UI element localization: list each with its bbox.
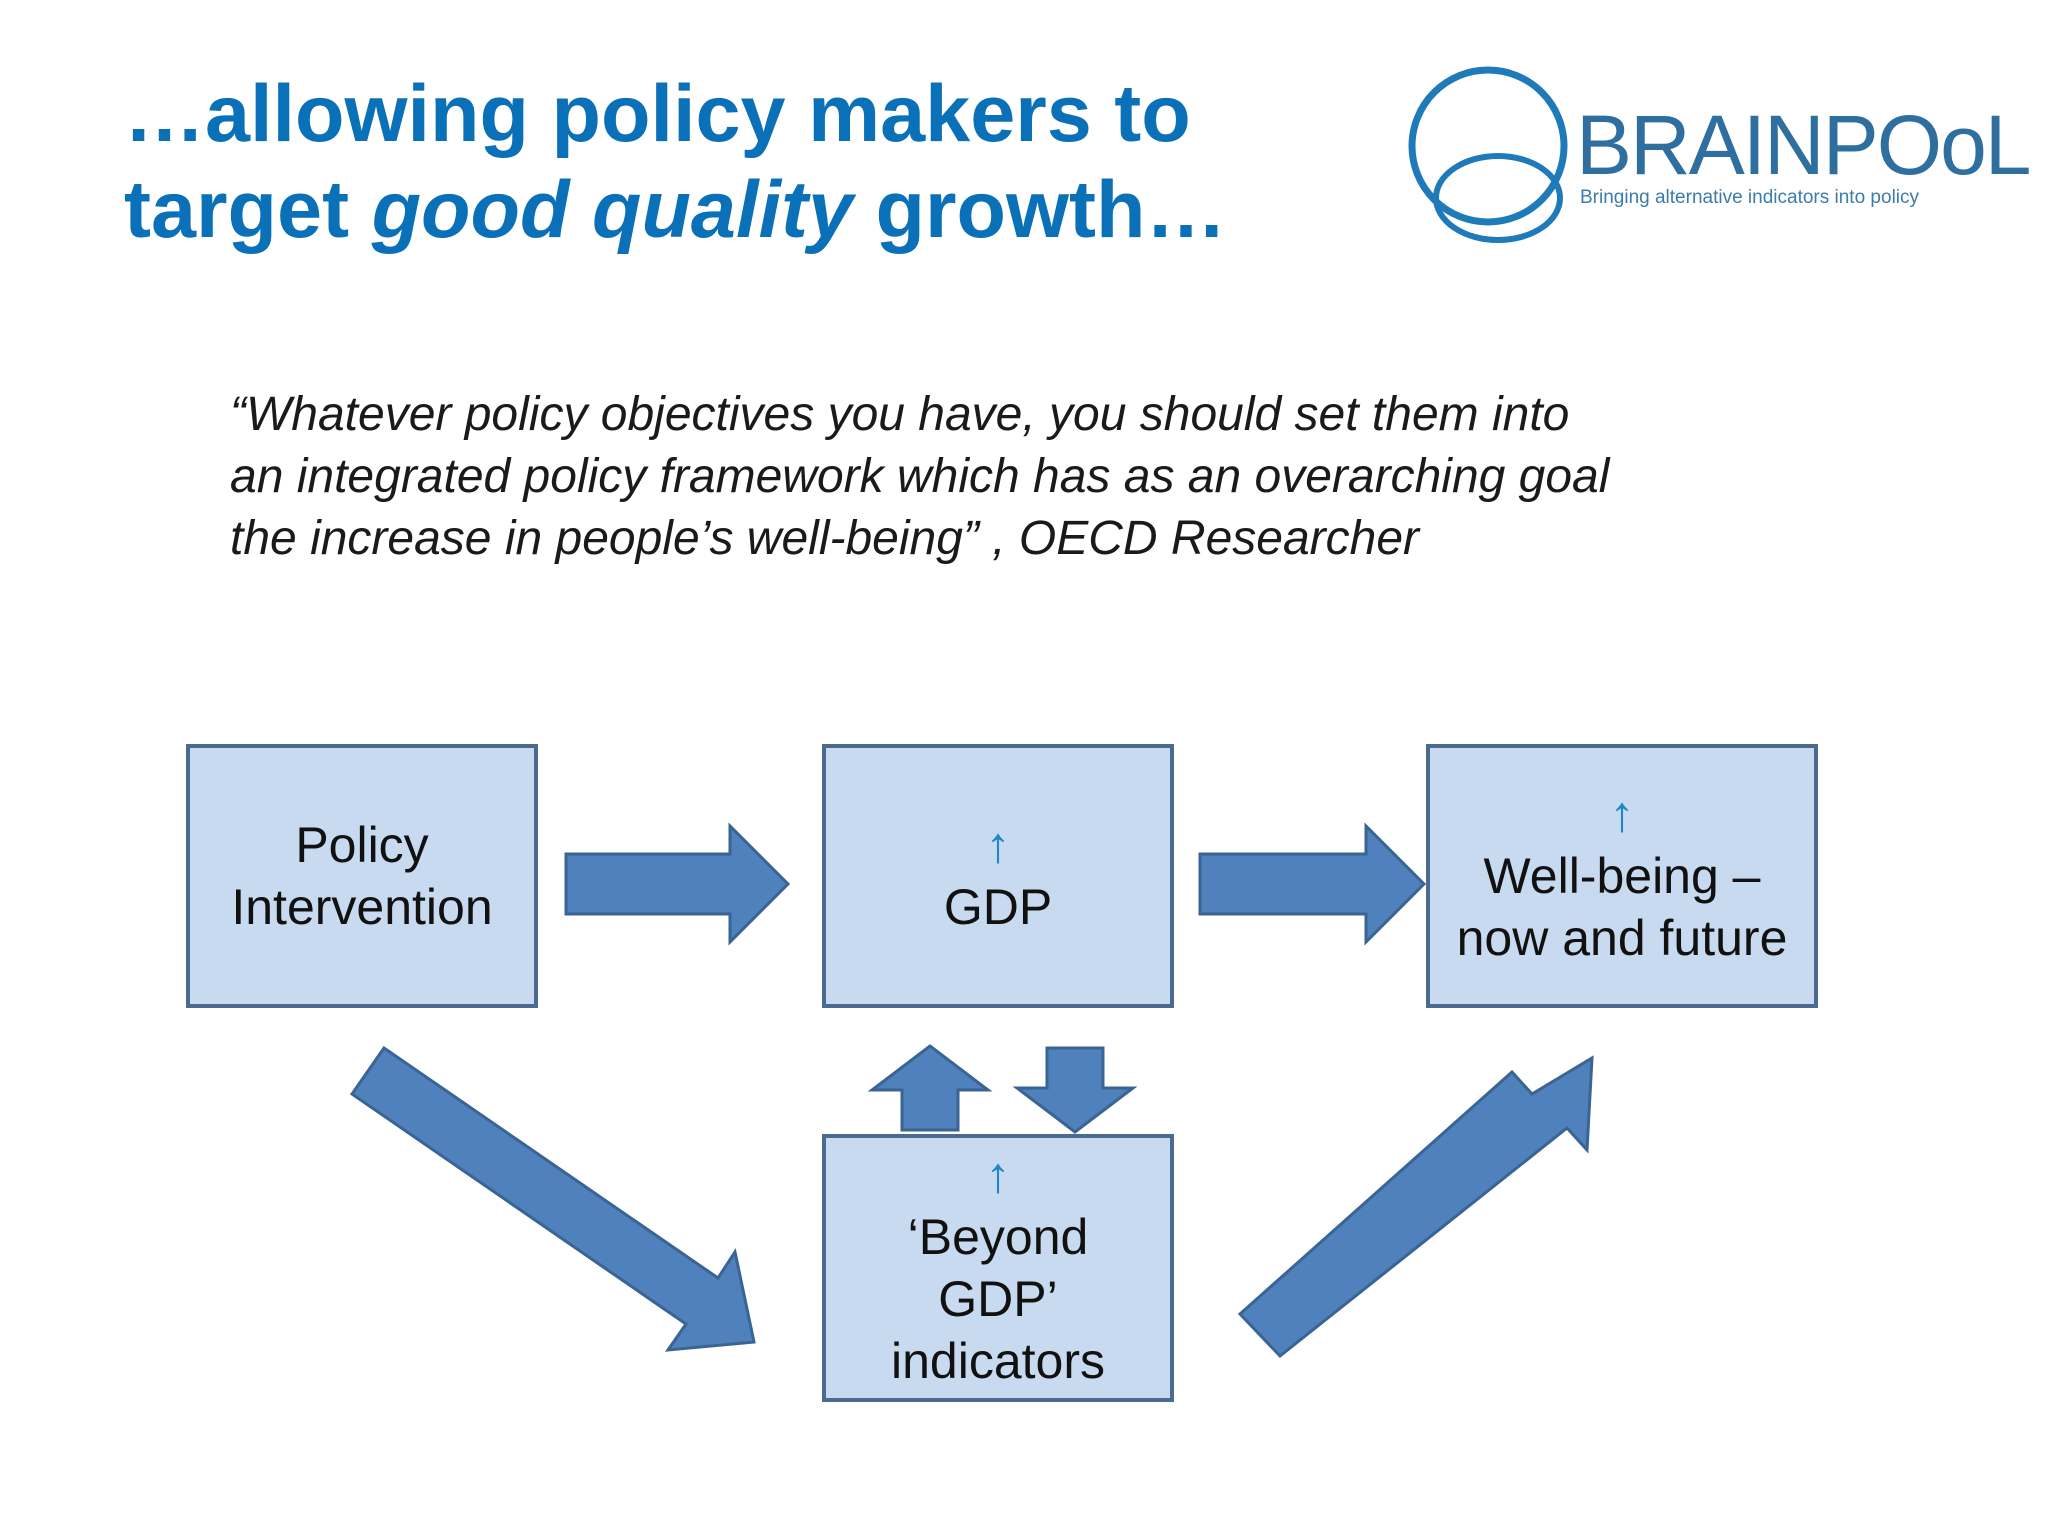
title-line-2-suffix: growth… [853,165,1227,255]
beyond-box-line-2: GDP’ [938,1271,1058,1327]
beyond-gdp-box: ↑ ‘Beyond GDP’ indicators [822,1134,1174,1402]
gdp-up-arrow-icon: ↑ [985,817,1011,873]
wellbeing-up-arrow-icon: ↑ [1609,786,1635,842]
arrow-gdp-to-beyond [1012,1046,1138,1134]
title-line-2: target good quality growth… [124,162,1324,258]
title-line-1: …allowing policy makers to [124,69,1191,159]
policy-box-line-2: Intervention [231,879,493,935]
gdp-box: ↑ GDP [822,744,1174,1008]
quote-line-1: “Whatever policy objectives you have, yo… [230,388,1570,441]
logo-name: BRAINPOoL [1576,98,2032,192]
beyond-box-line-1: ‘Beyond [907,1209,1089,1265]
wellbeing-box-line-2: now and future [1456,910,1788,966]
beyond-up-arrow-icon: ↑ [985,1147,1011,1203]
arrow-gdp-to-wellbeing [1198,822,1427,946]
title-emphasis: good quality [371,165,854,255]
brainpool-logo: BRAINPOoL Bringing alternative indicator… [1400,62,2032,252]
gdp-box-label: GDP [943,879,1053,935]
arrow-policy-to-beyond [349,1045,756,1352]
beyond-box-line-3: indicators [891,1333,1105,1389]
arrow-beyond-to-wellbeing [1237,1055,1594,1359]
wellbeing-box-line-1: Well-being – [1483,848,1761,904]
policy-intervention-box: Policy Intervention [186,744,538,1008]
arrow-beyond-to-gdp [867,1044,993,1132]
oecd-quote: “Whatever policy objectives you have, yo… [230,384,1790,570]
arrow-policy-to-gdp [564,822,791,946]
gdp-box-label-row: ↑ GDP [944,814,1052,938]
quote-line-3: the increase in people’s well-being” , O… [230,512,1420,565]
slide-title: …allowing policy makers to target good q… [124,66,1324,258]
title-line-2-prefix: target [124,165,372,255]
logo-rings-icon [1408,66,1568,243]
wellbeing-box: ↑ Well-being – now and future [1426,744,1818,1008]
logo-tagline: Bringing alternative indicators into pol… [1580,187,1920,208]
quote-line-2: an integrated policy framework which has… [230,450,1610,503]
policy-box-line-1: Policy [295,817,429,873]
